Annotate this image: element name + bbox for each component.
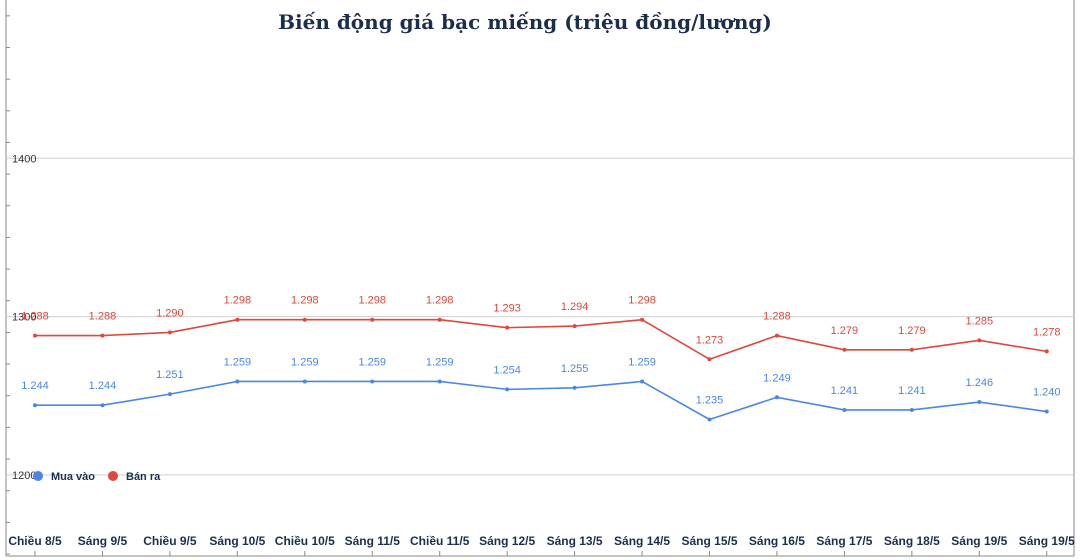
data-point [302, 317, 307, 322]
x-tick-label: Sáng 10/5 [209, 534, 265, 548]
data-point [370, 379, 375, 384]
data-point [572, 324, 577, 329]
data-point [370, 317, 375, 322]
data-label: 1.259 [291, 356, 319, 368]
x-tick-label: Sáng 15/5 [681, 534, 737, 548]
x-tick-label: Chiều 8/5 [8, 534, 62, 548]
data-point [707, 417, 712, 422]
data-label: 1.293 [493, 303, 521, 315]
data-point [437, 317, 442, 322]
data-label: 1.285 [966, 315, 994, 327]
x-tick-label: Sáng 11/5 [345, 534, 401, 548]
data-point [505, 387, 510, 392]
data-point [505, 325, 510, 330]
y-tick-label: 1300 [12, 312, 36, 324]
x-tick-label: Chiều 10/5 [275, 534, 335, 548]
data-point [640, 317, 645, 322]
data-point [167, 392, 172, 397]
data-label: 1.298 [426, 295, 454, 307]
data-point [640, 379, 645, 384]
data-point [1044, 409, 1049, 414]
data-point [33, 403, 37, 408]
data-label: 1.298 [358, 295, 386, 307]
chart-title: Biến động giá bạc miếng (triệu đồng/lượn… [278, 10, 772, 34]
x-tick-label: Chiều 11/5 [410, 534, 470, 548]
x-tick-label: Sáng 16/5 [749, 534, 805, 548]
data-label: 1.241 [831, 385, 859, 397]
data-point [100, 403, 105, 408]
x-tick-label: Sáng 19/5 [951, 534, 1007, 548]
x-tick-label: Sáng 9/5 [78, 534, 128, 548]
data-label: 1.259 [426, 356, 454, 368]
data-point [774, 395, 779, 400]
legend-marker [108, 471, 118, 481]
data-label: 1.251 [156, 369, 184, 381]
data-label: 1.255 [561, 363, 589, 375]
data-point [977, 400, 982, 405]
data-point [909, 347, 914, 352]
y-tick-label: 1200 [12, 470, 36, 482]
legend-marker [33, 471, 43, 481]
x-tick-label: Sáng 12/5 [479, 534, 535, 548]
series-line-mua-vao [35, 380, 1047, 421]
data-label: 1.298 [291, 295, 319, 307]
data-point [977, 338, 982, 343]
data-point [909, 407, 914, 412]
legend-label: Mua vào [51, 471, 95, 483]
data-label: 1.288 [21, 311, 49, 323]
x-tick-label: Sáng 14/5 [614, 534, 670, 548]
legend-label: Bán ra [126, 471, 161, 483]
data-label: 1.254 [493, 364, 521, 376]
data-point [842, 347, 847, 352]
x-tick-label: Sáng 13/5 [547, 534, 603, 548]
data-label: 1.288 [763, 311, 791, 323]
x-tick-label: Sáng 19/5 [1019, 534, 1075, 548]
x-tick-label: Sáng 18/5 [884, 534, 940, 548]
data-label: 1.235 [696, 394, 724, 406]
data-label: 1.288 [89, 311, 117, 323]
x-tick-label: Sáng 17/5 [816, 534, 872, 548]
data-point [842, 407, 847, 412]
data-label: 1.278 [1033, 326, 1061, 338]
data-point [774, 333, 779, 338]
data-point [235, 317, 240, 322]
data-label: 1.279 [831, 325, 859, 337]
data-label: 1.298 [628, 295, 656, 307]
data-label: 1.244 [89, 380, 117, 392]
data-label: 1.259 [358, 356, 386, 368]
data-label: 1.249 [763, 372, 791, 384]
data-label: 1.259 [628, 356, 656, 368]
data-point [302, 379, 307, 384]
data-label: 1.298 [224, 295, 252, 307]
x-tick-label: Chiều 9/5 [143, 534, 197, 548]
data-label: 1.259 [224, 356, 252, 368]
data-label: 1.294 [561, 301, 589, 313]
data-label: 1.241 [898, 385, 926, 397]
data-point [572, 385, 577, 390]
series-line-ban-ra [35, 318, 1047, 361]
data-label: 1.246 [966, 377, 994, 389]
data-label: 1.244 [21, 380, 49, 392]
data-point [707, 357, 712, 362]
data-point [1044, 349, 1049, 354]
data-point [167, 330, 172, 335]
data-point [100, 333, 105, 338]
data-point [33, 333, 37, 338]
data-point [235, 379, 240, 384]
data-label: 1.279 [898, 325, 926, 337]
data-point [437, 379, 442, 384]
data-label: 1.240 [1033, 387, 1061, 399]
y-tick-label: 1400 [12, 153, 36, 165]
data-label: 1.273 [696, 334, 724, 346]
data-label: 1.290 [156, 307, 184, 319]
